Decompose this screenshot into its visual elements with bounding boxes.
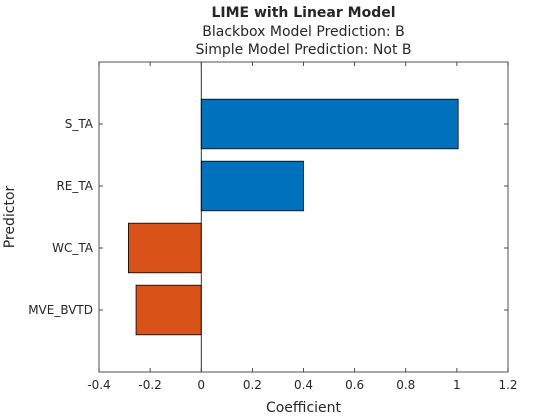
x-tick-label: 0 xyxy=(197,378,205,392)
y-tick-label: RE_TA xyxy=(56,179,93,193)
x-tick-label: 0.6 xyxy=(345,378,364,392)
bar-wc-ta xyxy=(127,222,202,274)
bars-layer xyxy=(127,98,459,336)
x-tick-label: 1 xyxy=(453,378,461,392)
y-axis-label: Predictor xyxy=(2,185,18,248)
chart-subtitle-simple: Simple Model Prediction: Not B xyxy=(195,42,411,58)
x-tick-label: 0.4 xyxy=(294,378,313,392)
bar-re-ta xyxy=(200,160,304,212)
bar-s-ta xyxy=(200,98,459,150)
x-tick-label: 0.8 xyxy=(396,378,415,392)
x-tick-label: 1.2 xyxy=(498,378,517,392)
y-tick-label: WC_TA xyxy=(52,241,94,255)
x-tick-label: 0.2 xyxy=(243,378,262,392)
chart-subtitle-blackbox: Blackbox Model Prediction: B xyxy=(202,24,404,40)
chart-title: LIME with Linear Model xyxy=(211,5,395,21)
y-tick-label: MVE_BVTD xyxy=(28,303,93,317)
x-axis-label: Coefficient xyxy=(266,400,342,416)
x-tick-label: -0.4 xyxy=(87,378,110,392)
y-tick-label: S_TA xyxy=(65,117,94,131)
x-tick-label: -0.2 xyxy=(138,378,161,392)
bar-mve-bvtd xyxy=(135,284,202,336)
ticks-layer: S_TA RE_TA WC_TA MVE_BVTD -0.4 -0.2 0 0.2 0.4 0.6… xyxy=(28,62,518,392)
